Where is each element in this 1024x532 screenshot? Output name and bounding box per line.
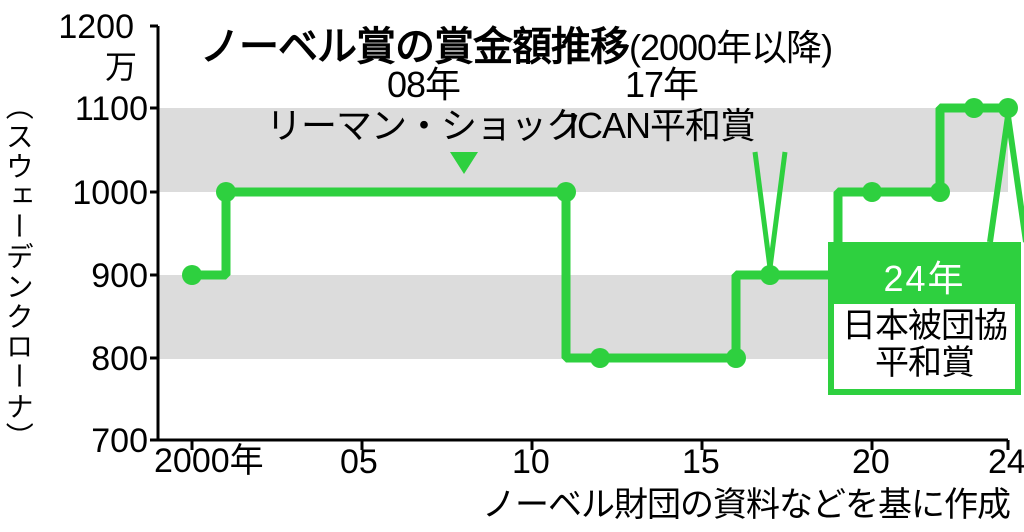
- callout-body-line1: 日本被団協: [842, 307, 1007, 345]
- y-tick-1000: 1000: [48, 174, 148, 213]
- callout-2024: 24年 日本被団協 平和賞: [828, 242, 1021, 395]
- y-tick-700: 700: [48, 422, 148, 461]
- y-tick-900: 900: [48, 257, 148, 296]
- annotation-ican-text: ICAN平和賞: [568, 105, 755, 146]
- y-tick-800: 800: [48, 340, 148, 379]
- x-tick-2000: 2000年: [154, 433, 264, 482]
- callout-header: 24年: [834, 248, 1015, 304]
- annotation-lehman-year: 08年: [387, 64, 460, 105]
- chart-container: ノーベル賞の賞金額推移(2000年以降) 1200 万 1100 1000 90…: [0, 0, 1024, 532]
- annotation-ican: 17年 ICAN平和賞: [568, 64, 755, 147]
- marker: [930, 182, 950, 202]
- y-currency-label: スウェーデンクローナ: [2, 92, 33, 452]
- marker: [998, 98, 1018, 118]
- marker: [216, 182, 236, 202]
- marker: [726, 348, 746, 368]
- triangle-marker-lehman: [450, 152, 478, 174]
- annotation-lehman-text: リーマン・ショック: [266, 105, 581, 146]
- x-tick-05: 05: [340, 443, 378, 482]
- callout-body: 日本被団協 平和賞: [834, 304, 1015, 389]
- callout-body-line2: 平和賞: [875, 344, 974, 382]
- annotation-ican-year: 17年: [625, 64, 698, 105]
- source-note: ノーベル財団の資料などを基に作成: [482, 477, 1010, 526]
- marker: [590, 348, 610, 368]
- pointer-callout: [990, 116, 1024, 242]
- title-main-text: ノーベル賞の賞金額推移: [200, 25, 629, 69]
- y-unit: 万: [105, 42, 137, 88]
- annotation-lehman: 08年 リーマン・ショック: [266, 64, 581, 147]
- marker: [556, 182, 576, 202]
- marker: [760, 265, 780, 285]
- marker: [182, 265, 202, 285]
- pointer-ican: [755, 152, 785, 268]
- title-sub-text: (2000年以降): [629, 27, 832, 68]
- marker: [964, 98, 984, 118]
- y-tick-1100: 1100: [48, 90, 148, 129]
- marker: [862, 182, 882, 202]
